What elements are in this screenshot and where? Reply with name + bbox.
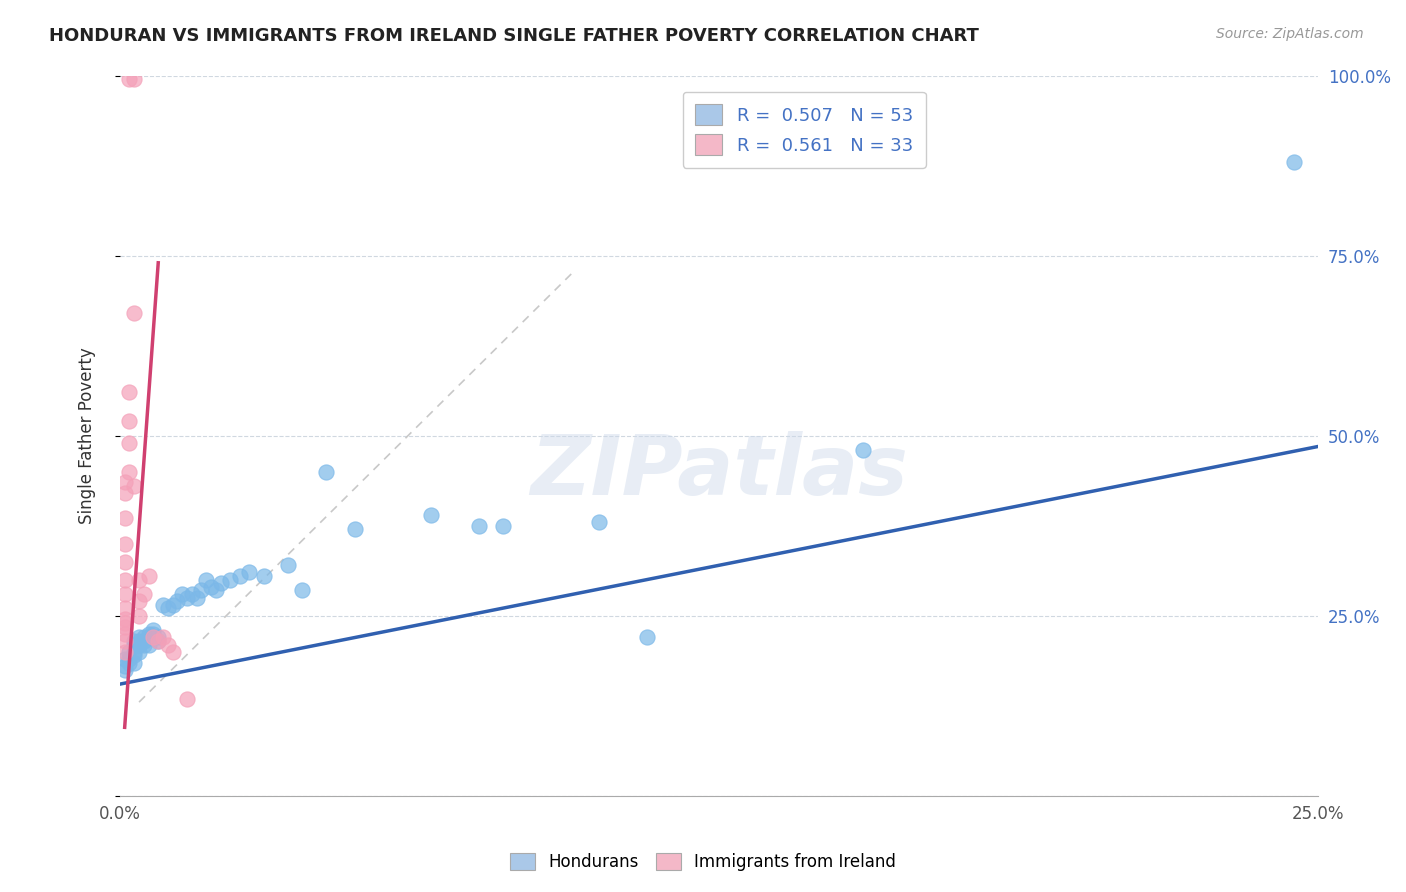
- Point: [156, 638, 179, 652]
- Point: [132, 630, 155, 644]
- Point: [118, 414, 141, 428]
- Point: [166, 594, 188, 608]
- Point: [118, 656, 141, 670]
- Point: [114, 645, 136, 659]
- Point: [186, 591, 208, 605]
- Point: [142, 630, 165, 644]
- Point: [315, 465, 337, 479]
- Point: [114, 587, 136, 601]
- Point: [114, 652, 136, 666]
- Point: [118, 435, 141, 450]
- Point: [238, 566, 260, 580]
- Point: [420, 508, 443, 522]
- Point: [148, 630, 170, 644]
- Point: [148, 634, 170, 648]
- Point: [228, 569, 250, 583]
- Point: [291, 583, 314, 598]
- Point: [114, 601, 136, 615]
- Point: [132, 587, 155, 601]
- Point: [122, 638, 145, 652]
- Point: [343, 522, 366, 536]
- Point: [114, 615, 136, 630]
- Point: [118, 652, 141, 666]
- Point: [128, 638, 150, 652]
- Point: [114, 626, 136, 640]
- Point: [114, 573, 136, 587]
- Point: [114, 486, 136, 500]
- Point: [118, 465, 141, 479]
- Point: [122, 479, 145, 493]
- Point: [200, 580, 222, 594]
- Point: [636, 630, 658, 644]
- Text: HONDURAN VS IMMIGRANTS FROM IRELAND SINGLE FATHER POVERTY CORRELATION CHART: HONDURAN VS IMMIGRANTS FROM IRELAND SING…: [49, 27, 979, 45]
- Point: [588, 515, 610, 529]
- Legend: R =  0.507   N = 53, R =  0.561   N = 33: R = 0.507 N = 53, R = 0.561 N = 33: [683, 92, 925, 168]
- Point: [138, 626, 160, 640]
- Point: [277, 558, 299, 573]
- Point: [148, 634, 170, 648]
- Point: [492, 518, 515, 533]
- Point: [142, 623, 165, 637]
- Point: [138, 630, 160, 644]
- Point: [118, 645, 141, 659]
- Point: [128, 645, 150, 659]
- Point: [253, 569, 276, 583]
- Point: [162, 598, 184, 612]
- Point: [204, 583, 226, 598]
- Point: [209, 576, 232, 591]
- Point: [122, 306, 145, 320]
- Point: [132, 638, 155, 652]
- Text: ZIPatlas: ZIPatlas: [530, 431, 908, 512]
- Point: [114, 537, 136, 551]
- Point: [118, 72, 141, 87]
- Point: [128, 573, 150, 587]
- Point: [114, 612, 136, 626]
- Point: [128, 594, 150, 608]
- Point: [162, 645, 184, 659]
- Point: [176, 591, 198, 605]
- Point: [118, 385, 141, 400]
- Point: [152, 598, 174, 612]
- Point: [142, 626, 165, 640]
- Legend: Hondurans, Immigrants from Ireland: Hondurans, Immigrants from Ireland: [502, 845, 904, 880]
- Point: [122, 648, 145, 663]
- Point: [138, 638, 160, 652]
- Point: [1284, 155, 1306, 169]
- Point: [128, 630, 150, 644]
- Point: [852, 443, 875, 458]
- Point: [128, 608, 150, 623]
- Point: [114, 619, 136, 633]
- Text: Source: ZipAtlas.com: Source: ZipAtlas.com: [1216, 27, 1364, 41]
- Point: [132, 634, 155, 648]
- Point: [114, 659, 136, 673]
- Point: [190, 583, 212, 598]
- Point: [114, 634, 136, 648]
- Point: [156, 601, 179, 615]
- Point: [122, 645, 145, 659]
- Point: [114, 475, 136, 490]
- Point: [122, 634, 145, 648]
- Point: [219, 573, 242, 587]
- Point: [468, 518, 491, 533]
- Point: [176, 691, 198, 706]
- Point: [114, 663, 136, 677]
- Point: [138, 569, 160, 583]
- Point: [152, 630, 174, 644]
- Point: [114, 555, 136, 569]
- Point: [172, 587, 194, 601]
- Point: [122, 656, 145, 670]
- Point: [114, 511, 136, 525]
- Y-axis label: Single Father Poverty: Single Father Poverty: [79, 347, 96, 524]
- Point: [180, 587, 202, 601]
- Point: [128, 634, 150, 648]
- Point: [195, 573, 218, 587]
- Point: [122, 72, 145, 87]
